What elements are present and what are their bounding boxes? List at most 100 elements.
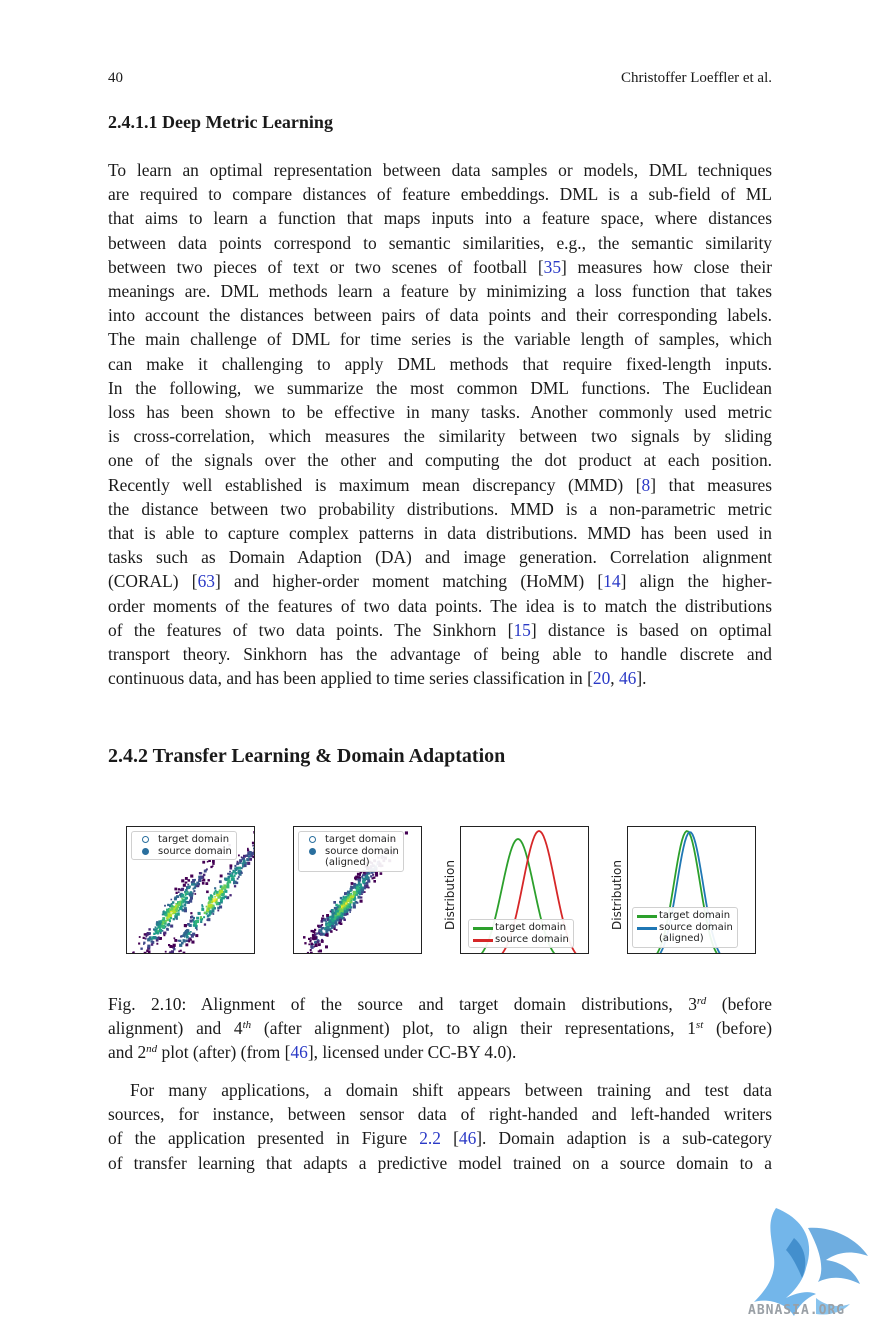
text-line: For many applications, a domain shift ap… [130, 1080, 772, 1100]
scatter-point [173, 910, 176, 914]
scatter-point [172, 918, 175, 921]
scatter-point [238, 866, 241, 870]
filled-circle-icon [309, 847, 316, 855]
scatter-point [312, 930, 316, 933]
scatter-point [354, 876, 357, 880]
text-line: of transfer learning that adapts a predi… [108, 1152, 772, 1173]
scatter-point [187, 883, 190, 886]
scatter-point [375, 871, 378, 875]
text: Recently well established is maximum mea… [108, 474, 642, 495]
scatter-point [252, 855, 254, 859]
scatter-point [329, 910, 332, 913]
scatter-point [240, 856, 243, 858]
scatter-point [187, 886, 191, 889]
scatter-point [229, 864, 233, 868]
scatter-point [171, 912, 174, 915]
scatter-point [192, 887, 195, 890]
scatter-point [203, 911, 207, 915]
scatter-point [195, 934, 199, 938]
scatter-point [149, 932, 151, 935]
section-heading-transfer-learning: 2.4.2 Transfer Learning & Domain Adaptat… [108, 745, 506, 767]
scatter-point [336, 905, 340, 909]
scatter-point [201, 880, 204, 882]
scatter-point [357, 895, 361, 899]
citation-link[interactable]: 15 [513, 619, 531, 640]
scatter-point [212, 909, 215, 912]
scatter-point [347, 894, 350, 896]
scatter-point [251, 841, 254, 845]
citation-link[interactable]: 63 [197, 571, 215, 592]
citation-link[interactable]: 8 [641, 474, 651, 495]
figure-link[interactable]: 2.2 [419, 1128, 441, 1149]
scatter-point [303, 936, 306, 939]
scatter-point [230, 878, 234, 881]
scatter-point [234, 872, 237, 875]
legend-label: target domain [659, 910, 731, 921]
legend-entry-target: target domain [637, 910, 733, 922]
legend-label: source domain [325, 845, 399, 857]
scatter-point [346, 908, 350, 912]
scatter-point [340, 909, 344, 913]
scatter-point [348, 908, 352, 912]
scatter-point [224, 895, 227, 899]
scatter-point [340, 908, 343, 911]
scatter-point [341, 904, 344, 906]
scatter-point [157, 936, 160, 939]
scatter-point [181, 941, 184, 945]
scatter-point [181, 893, 185, 897]
text: ] measures how close their [561, 256, 772, 277]
scatter-point [363, 884, 367, 888]
scatter-point [350, 906, 353, 909]
scatter-point [213, 907, 216, 910]
citation-link[interactable]: 46 [458, 1128, 477, 1149]
scatter-point [159, 938, 161, 940]
citation-link[interactable]: 20 [592, 668, 611, 689]
scatter-point [227, 896, 230, 899]
text-line: alignment) and 4th (after alignment) plo… [108, 1016, 772, 1040]
text-line: that aims to learn a function that maps … [108, 208, 772, 229]
scatter-point [201, 905, 204, 908]
legend-entry-source: source domain [637, 922, 733, 934]
scatter-point [368, 873, 371, 875]
scatter-point [320, 939, 324, 943]
target-domain-curve [480, 838, 556, 953]
scatter-point [174, 905, 178, 908]
scatter-point [189, 891, 193, 894]
scatter-point [346, 893, 348, 896]
legend-label: target domain [158, 834, 230, 845]
citation-link[interactable]: 14 [603, 571, 621, 592]
scatter-point [205, 905, 208, 908]
text-line: is cross-correlation, which measures the… [108, 426, 772, 447]
text-line: The main challenge of DML for time serie… [108, 329, 772, 350]
scatter-point [169, 951, 172, 953]
scatter-point [335, 929, 338, 931]
scatter-point [183, 924, 187, 928]
scatter-point [227, 875, 231, 879]
scatter-point [373, 880, 376, 883]
scatter-point [197, 885, 200, 888]
scatter-point [220, 900, 223, 904]
watermark-text: ABNASIA.ORG [748, 1303, 846, 1318]
scatter-point [189, 938, 192, 941]
scatter-point [353, 896, 356, 899]
scatter-point [214, 887, 217, 890]
citation-link[interactable]: 46 [290, 1042, 308, 1063]
scatter-point [189, 919, 193, 923]
scatter-point [161, 923, 164, 926]
scatter-point [220, 896, 224, 900]
citation-link[interactable]: 46 [618, 668, 637, 689]
scatter-point [213, 892, 216, 895]
scatter-point [224, 888, 227, 891]
scatter-point [350, 898, 353, 901]
scatter-point [357, 878, 361, 882]
scatter-point [185, 930, 188, 933]
scatter-point [184, 898, 187, 901]
scatter-point [309, 949, 312, 952]
scatter-point [187, 923, 190, 926]
distribution-plot-after [656, 830, 721, 953]
citation-link[interactable]: 35 [543, 256, 562, 277]
scatter-point [322, 932, 325, 936]
scatter-point [194, 922, 197, 925]
scatter-point [210, 904, 213, 907]
scatter-point [185, 934, 188, 937]
